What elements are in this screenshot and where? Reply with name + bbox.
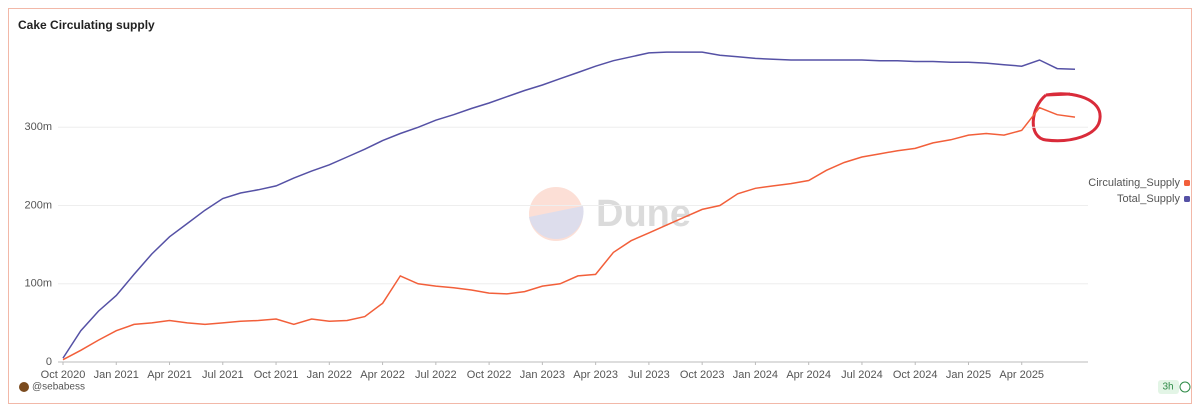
avatar [19, 382, 29, 392]
x-tick-label: Jul 2021 [202, 369, 244, 381]
legend-swatch [1184, 196, 1190, 202]
x-tick-label: Jan 2022 [307, 369, 352, 381]
x-tick-label: Jul 2022 [415, 369, 457, 381]
x-tick-label: Jan 2021 [94, 369, 139, 381]
legend-swatch [1184, 180, 1190, 186]
x-tick-label: Apr 2025 [999, 369, 1044, 381]
y-tick-label: 200m [24, 199, 52, 211]
x-tick-label: Apr 2024 [786, 369, 831, 381]
check-icon [1179, 381, 1191, 393]
x-tick-label: Jul 2024 [841, 369, 883, 381]
x-tick-label: Jan 2024 [733, 369, 778, 381]
x-tick-label: Apr 2022 [360, 369, 405, 381]
watermark-logo-lower [529, 206, 584, 240]
x-tick-label: Jan 2025 [946, 369, 991, 381]
x-tick-label: Apr 2023 [573, 369, 618, 381]
x-tick-label: Oct 2024 [893, 369, 938, 381]
y-tick-label: 100m [24, 278, 52, 290]
age-badge [1158, 380, 1179, 394]
watermark: Dune [529, 187, 691, 241]
x-tick-label: Oct 2023 [680, 369, 725, 381]
legend-label: Circulating_Supply [1088, 177, 1180, 189]
y-tick-label: 300m [24, 121, 52, 133]
x-tick-label: Oct 2022 [467, 369, 512, 381]
x-tick-label: Jan 2023 [520, 369, 565, 381]
watermark-logo [529, 187, 583, 241]
x-tick-label: Apr 2021 [147, 369, 192, 381]
age: 3h [1162, 382, 1173, 393]
watermark-text: Dune [596, 193, 691, 235]
legend-label: Total_Supply [1117, 193, 1180, 205]
series-line [62, 106, 1076, 361]
annotation-circle [1031, 92, 1102, 143]
x-tick-label: Oct 2020 [41, 369, 86, 381]
y-tick-label: 0 [46, 356, 52, 368]
x-tick-label: Oct 2021 [254, 369, 299, 381]
chart-title: Cake Circulating supply [18, 18, 155, 32]
series-line [62, 51, 1076, 359]
x-tick-label: Jul 2023 [628, 369, 670, 381]
author: @sebabess [32, 382, 85, 393]
